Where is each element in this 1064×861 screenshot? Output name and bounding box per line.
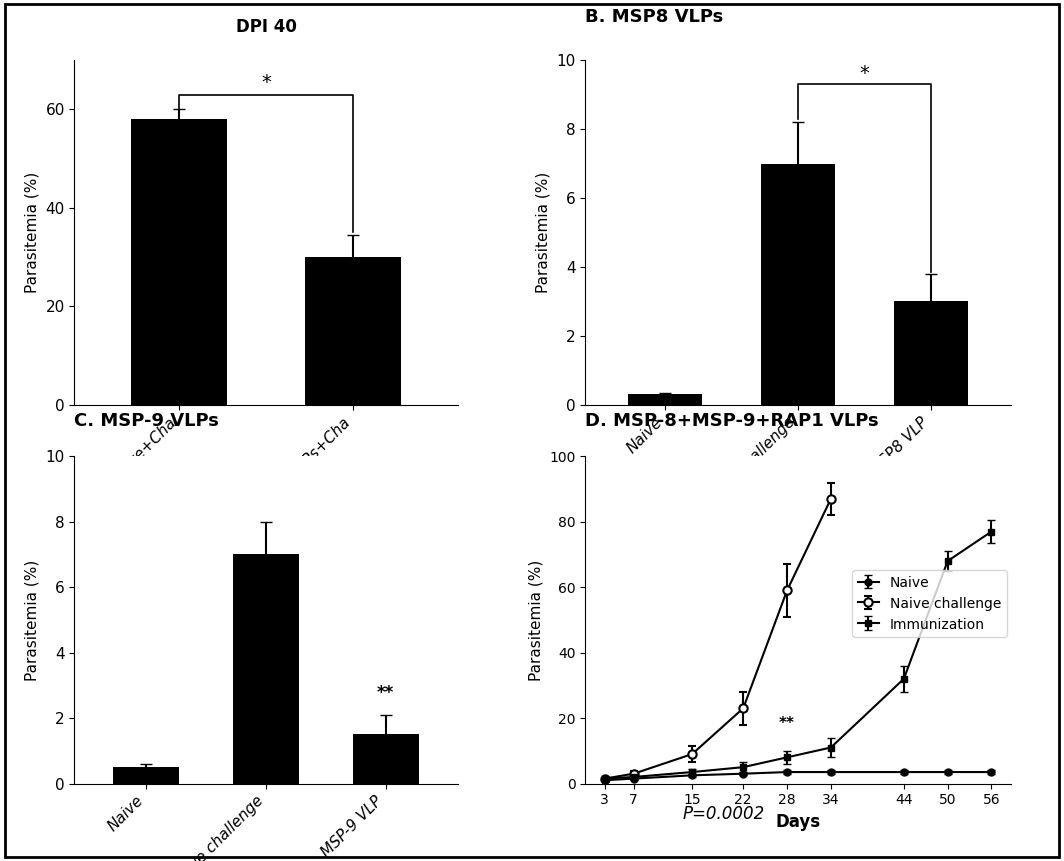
Y-axis label: Parasitemia (%): Parasitemia (%) [535,172,551,293]
X-axis label: Days: Days [776,813,820,831]
Legend: Naive, Naive challenge, Immunization: Naive, Naive challenge, Immunization [852,570,1007,637]
Text: P=0.0002: P=0.0002 [682,805,765,822]
Bar [895,301,967,405]
Text: B. MSP8 VLPs: B. MSP8 VLPs [585,8,724,26]
Text: D. MSP-8+MSP-9+RAP1 VLPs: D. MSP-8+MSP-9+RAP1 VLPs [585,412,879,430]
Bar [629,394,701,405]
Text: DPI 40: DPI 40 [235,18,297,36]
Bar [131,120,227,405]
Text: **: ** [377,684,395,702]
Bar [305,257,401,405]
Y-axis label: Parasitemia (%): Parasitemia (%) [24,172,39,293]
Bar [762,164,834,405]
Bar [233,554,299,784]
Text: *: * [261,73,271,92]
Y-axis label: Parasitemia (%): Parasitemia (%) [24,560,40,680]
Y-axis label: Parasitemia (%): Parasitemia (%) [529,560,544,680]
Bar [353,734,418,784]
Text: *: * [860,64,869,83]
Bar [114,767,179,784]
Text: C. MSP-9 VLPs: C. MSP-9 VLPs [74,412,219,430]
Text: **: ** [779,716,795,731]
